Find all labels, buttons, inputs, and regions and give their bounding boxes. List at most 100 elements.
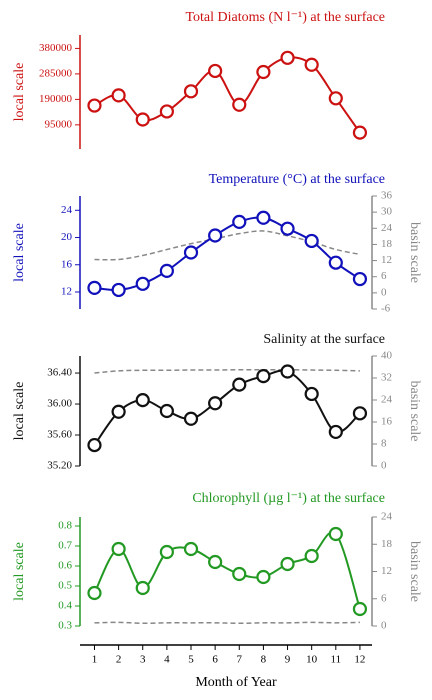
y-tick-label: 0.3 <box>58 620 72 632</box>
data-point <box>87 280 102 295</box>
y2-tick-label: 24 <box>381 511 393 523</box>
y2-axis-label: basin scale <box>407 222 422 283</box>
data-point <box>87 437 102 453</box>
y2-tick-label: 8 <box>381 438 387 450</box>
y-tick-label: 0.5 <box>58 580 72 592</box>
x-tick-label: 1 <box>92 654 98 666</box>
chart-title: Salinity at the surface <box>263 332 385 347</box>
basin-line <box>94 230 361 261</box>
y-tick-label: 0.7 <box>58 540 72 552</box>
data-point <box>183 84 199 99</box>
data-point <box>232 377 247 392</box>
y2-tick-label: 0 <box>381 620 387 632</box>
data-point <box>111 88 126 103</box>
y2-axis-label: basin scale <box>407 380 422 441</box>
y2-tick-label: 18 <box>381 238 393 250</box>
x-tick-label: 7 <box>237 654 243 666</box>
data-point <box>328 91 343 106</box>
x-tick-label: 2 <box>116 654 122 666</box>
basin-line <box>94 621 360 625</box>
data-point <box>280 364 295 379</box>
chart-title: Total Diatoms (N l⁻¹) at the surface <box>185 10 385 25</box>
data-point <box>256 369 271 384</box>
data-point <box>280 221 295 236</box>
data-point <box>304 233 319 249</box>
data-point <box>87 585 102 601</box>
data-point <box>256 210 271 225</box>
y-axis-label: local scale <box>12 223 27 282</box>
data-point <box>135 393 150 408</box>
data-point <box>256 569 271 585</box>
y2-tick-label: 16 <box>381 416 393 428</box>
data-point <box>135 112 150 127</box>
data-point <box>183 541 199 557</box>
data-point <box>328 424 343 440</box>
data-point <box>208 554 223 570</box>
y-tick-label: 0.4 <box>58 600 72 612</box>
data-point <box>159 104 174 119</box>
data-point <box>328 255 343 270</box>
y-tick-label: 0.6 <box>58 560 72 572</box>
chart-title: Chlorophyll (µg l⁻¹) at the surface <box>192 491 385 506</box>
data-point <box>111 541 126 557</box>
y-tick-label: 35.60 <box>47 429 72 441</box>
y2-tick-label: 0 <box>381 460 387 472</box>
y2-tick-label: 6 <box>381 592 387 604</box>
y-tick-label: 24 <box>61 204 73 216</box>
x-tick-label: 4 <box>164 654 170 666</box>
data-point <box>304 386 319 402</box>
y2-axis-label: basin scale <box>407 541 422 602</box>
data-point <box>352 271 368 287</box>
data-point <box>352 406 368 421</box>
x-tick-label: 10 <box>306 654 318 666</box>
series-line <box>93 369 361 446</box>
data-point <box>328 526 343 542</box>
chart-title: Temperature (°C) at the surface <box>209 172 385 187</box>
data-point <box>111 282 126 298</box>
basin-line <box>94 368 360 374</box>
x-tick-label: 11 <box>331 654 342 666</box>
y2-tick-label: 36 <box>381 190 393 202</box>
y-axis-label: local scale <box>12 542 27 601</box>
y-tick-label: 285000 <box>39 67 73 79</box>
x-tick-label: 8 <box>261 654 267 666</box>
y2-tick-label: 24 <box>381 394 393 406</box>
data-point <box>352 125 368 140</box>
series-line <box>93 531 361 610</box>
y-tick-label: 20 <box>61 231 73 243</box>
data-point <box>135 276 150 291</box>
y2-tick-label: 0 <box>381 286 387 298</box>
x-tick-label: 5 <box>188 654 194 666</box>
x-tick-label: 3 <box>140 654 146 666</box>
x-axis-label: Month of Year <box>195 675 277 690</box>
data-point <box>87 98 102 113</box>
y2-tick-label: 40 <box>381 350 393 362</box>
data-point <box>208 63 223 79</box>
data-point <box>183 411 199 426</box>
x-tick-label: 12 <box>354 654 365 666</box>
data-point <box>232 214 247 229</box>
y-tick-label: 95000 <box>45 118 73 130</box>
data-point <box>304 57 319 72</box>
y-tick-label: 12 <box>61 286 72 298</box>
y-tick-label: 190000 <box>39 93 73 105</box>
y-tick-label: 36.00 <box>47 398 72 410</box>
data-point <box>159 403 174 419</box>
y-tick-label: 0.8 <box>58 520 72 532</box>
y2-tick-label: 12 <box>381 565 392 577</box>
x-tick-label: 9 <box>285 654 291 666</box>
data-point <box>352 601 368 617</box>
y2-tick-label: 30 <box>381 206 393 218</box>
data-point <box>280 556 295 572</box>
y2-tick-label: 32 <box>381 372 392 384</box>
data-point <box>159 544 174 560</box>
data-point <box>135 580 150 596</box>
data-point <box>159 263 174 278</box>
y2-tick-label: 12 <box>381 254 392 266</box>
series-line <box>94 216 361 292</box>
data-point <box>232 566 247 582</box>
data-point <box>111 404 126 419</box>
data-point <box>304 548 319 564</box>
series-line <box>94 56 361 134</box>
